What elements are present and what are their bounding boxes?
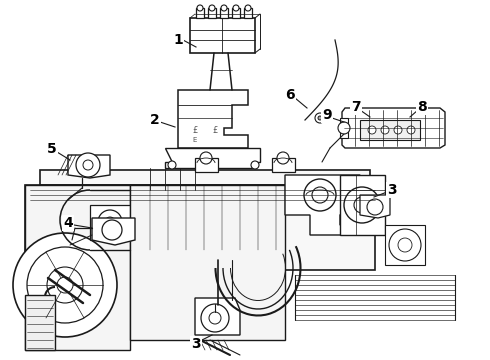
Polygon shape xyxy=(340,118,348,138)
Polygon shape xyxy=(196,8,204,18)
Polygon shape xyxy=(195,158,218,172)
Polygon shape xyxy=(285,175,360,235)
Polygon shape xyxy=(208,8,216,18)
Polygon shape xyxy=(190,18,255,53)
Polygon shape xyxy=(232,8,240,18)
Circle shape xyxy=(13,233,117,337)
Polygon shape xyxy=(92,218,135,245)
Circle shape xyxy=(102,220,122,240)
Circle shape xyxy=(197,5,203,11)
Polygon shape xyxy=(165,148,260,168)
Circle shape xyxy=(251,161,259,169)
Circle shape xyxy=(209,5,215,11)
Polygon shape xyxy=(68,155,110,178)
Circle shape xyxy=(200,152,212,164)
Text: 5: 5 xyxy=(47,142,57,156)
Polygon shape xyxy=(25,295,55,350)
Polygon shape xyxy=(25,185,130,350)
Circle shape xyxy=(83,160,93,170)
Text: 6: 6 xyxy=(285,88,295,102)
Text: 3: 3 xyxy=(387,183,397,197)
Polygon shape xyxy=(25,185,380,270)
Circle shape xyxy=(277,152,289,164)
Circle shape xyxy=(367,199,383,215)
Circle shape xyxy=(76,153,100,177)
Circle shape xyxy=(168,161,176,169)
Circle shape xyxy=(338,122,350,134)
Circle shape xyxy=(47,267,83,303)
Circle shape xyxy=(394,126,402,134)
Circle shape xyxy=(105,217,115,227)
Polygon shape xyxy=(342,108,445,148)
Circle shape xyxy=(315,113,325,123)
Polygon shape xyxy=(244,8,252,18)
Polygon shape xyxy=(360,195,390,218)
Circle shape xyxy=(201,304,229,332)
Polygon shape xyxy=(220,8,228,18)
Text: 4: 4 xyxy=(63,216,73,230)
Circle shape xyxy=(233,5,239,11)
Circle shape xyxy=(245,5,251,11)
Text: 8: 8 xyxy=(417,100,427,114)
Text: E: E xyxy=(193,137,197,143)
Text: 1: 1 xyxy=(173,33,183,47)
Polygon shape xyxy=(195,298,240,335)
Circle shape xyxy=(398,238,412,252)
Circle shape xyxy=(389,229,421,261)
Circle shape xyxy=(57,277,73,293)
Polygon shape xyxy=(40,170,370,185)
Text: 3: 3 xyxy=(191,337,201,351)
Circle shape xyxy=(221,5,227,11)
Polygon shape xyxy=(360,120,420,140)
Text: £: £ xyxy=(193,126,197,135)
Circle shape xyxy=(344,187,380,223)
Circle shape xyxy=(381,126,389,134)
Polygon shape xyxy=(272,158,295,172)
Circle shape xyxy=(312,187,328,203)
Text: £: £ xyxy=(212,126,218,135)
Circle shape xyxy=(27,247,103,323)
Polygon shape xyxy=(178,90,248,148)
Circle shape xyxy=(407,126,415,134)
Circle shape xyxy=(304,179,336,211)
Polygon shape xyxy=(385,225,425,265)
Text: 7: 7 xyxy=(351,100,361,114)
Polygon shape xyxy=(90,205,130,240)
Circle shape xyxy=(209,312,221,324)
Polygon shape xyxy=(130,185,285,340)
Circle shape xyxy=(368,126,376,134)
Circle shape xyxy=(354,197,370,213)
Text: 2: 2 xyxy=(150,113,160,127)
Text: 9: 9 xyxy=(322,108,332,122)
Circle shape xyxy=(318,116,322,120)
Polygon shape xyxy=(340,175,385,235)
Circle shape xyxy=(98,210,122,234)
